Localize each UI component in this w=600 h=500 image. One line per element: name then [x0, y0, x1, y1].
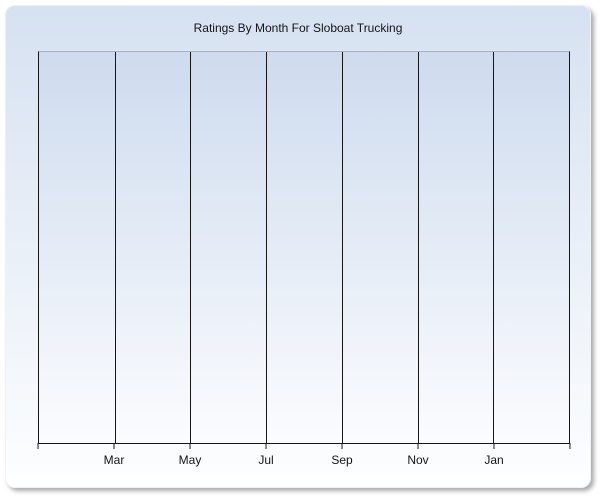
x-axis-label: Nov: [407, 453, 429, 467]
gridline: [190, 52, 192, 443]
gridline: [417, 52, 419, 443]
plot-area: [38, 51, 570, 444]
x-axis-ticks: [37, 443, 571, 449]
x-axis-label: Jan: [484, 453, 504, 467]
axis-tick: [493, 443, 495, 449]
x-axis-label: Jul: [258, 453, 274, 467]
gridline: [266, 52, 268, 443]
axis-tick: [417, 443, 419, 449]
axis-tick: [189, 443, 191, 449]
axis-tick: [569, 443, 571, 449]
axis-tick: [37, 443, 39, 449]
chart-title: Ratings By Month For Sloboat Trucking: [193, 21, 403, 35]
gridline: [341, 52, 343, 443]
axis-tick: [265, 443, 267, 449]
gridline: [114, 52, 116, 443]
axis-tick: [113, 443, 115, 449]
x-axis-labels: Mar May Jul Sep Nov Jan: [38, 453, 570, 469]
x-axis-label: Sep: [331, 453, 353, 467]
axis-tick: [341, 443, 343, 449]
gridline: [493, 52, 495, 443]
x-axis-label: Mar: [103, 453, 125, 467]
chart-panel: Ratings By Month For Sloboat Trucking Ma…: [5, 5, 591, 488]
x-axis-label: May: [178, 453, 202, 467]
